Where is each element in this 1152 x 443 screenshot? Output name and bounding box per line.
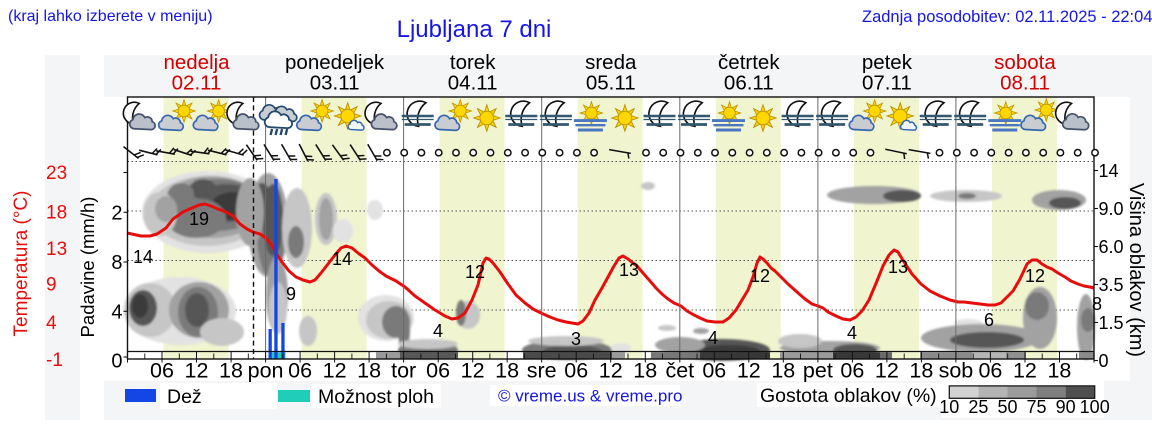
svg-text:07.11: 07.11 xyxy=(862,72,912,95)
svg-text:25: 25 xyxy=(968,397,988,417)
svg-text:18: 18 xyxy=(771,359,795,383)
svg-text:3: 3 xyxy=(571,329,581,349)
svg-text:(kraj lahko izberete v meniju): (kraj lahko izberete v meniju) xyxy=(8,8,213,25)
svg-text:8: 8 xyxy=(111,252,122,274)
svg-text:18: 18 xyxy=(357,359,381,383)
svg-text:90: 90 xyxy=(1056,397,1076,417)
svg-text:Temperatura (°C): Temperatura (°C) xyxy=(11,191,32,337)
svg-text:06: 06 xyxy=(702,359,726,383)
svg-text:19: 19 xyxy=(189,209,209,229)
svg-text:06: 06 xyxy=(288,359,312,383)
svg-text:06: 06 xyxy=(426,359,450,383)
svg-text:14: 14 xyxy=(133,247,153,267)
svg-text:03.11: 03.11 xyxy=(310,72,360,95)
svg-text:torek: torek xyxy=(450,51,496,74)
svg-text:12: 12 xyxy=(185,359,209,383)
svg-text:12: 12 xyxy=(465,262,485,282)
svg-text:6.0: 6.0 xyxy=(1099,237,1124,257)
svg-text:12: 12 xyxy=(323,359,347,383)
svg-text:18: 18 xyxy=(46,203,67,224)
svg-text:18: 18 xyxy=(633,359,657,383)
svg-text:pon: pon xyxy=(248,359,284,383)
svg-text:9.0: 9.0 xyxy=(1099,199,1124,219)
svg-text:čet: čet xyxy=(665,359,694,383)
svg-text:100: 100 xyxy=(1080,397,1110,417)
svg-text:50: 50 xyxy=(997,397,1017,417)
svg-text:tor: tor xyxy=(391,359,416,383)
svg-text:4: 4 xyxy=(111,302,122,324)
svg-text:sob: sob xyxy=(939,359,974,383)
svg-text:13: 13 xyxy=(46,239,67,260)
svg-text:8: 8 xyxy=(1092,294,1102,314)
svg-text:sre: sre xyxy=(527,359,557,383)
svg-text:10: 10 xyxy=(939,397,959,417)
svg-text:06: 06 xyxy=(150,359,174,383)
svg-text:23: 23 xyxy=(46,163,67,184)
svg-text:18: 18 xyxy=(909,359,933,383)
svg-text:12: 12 xyxy=(1013,359,1037,383)
svg-text:18: 18 xyxy=(1047,359,1071,383)
svg-text:0: 0 xyxy=(1099,351,1109,371)
svg-text:12: 12 xyxy=(599,359,623,383)
svg-text:ponedeljek: ponedeljek xyxy=(285,51,385,74)
svg-text:-1: -1 xyxy=(46,350,63,371)
svg-text:0: 0 xyxy=(111,350,122,372)
svg-text:04.11: 04.11 xyxy=(448,72,498,95)
svg-text:4: 4 xyxy=(847,323,857,343)
svg-text:sobota: sobota xyxy=(994,51,1056,74)
svg-text:petek: petek xyxy=(862,51,913,74)
svg-text:14: 14 xyxy=(1099,161,1119,181)
svg-text:9: 9 xyxy=(286,284,296,304)
svg-text:14: 14 xyxy=(332,249,352,269)
svg-text:13: 13 xyxy=(619,260,639,280)
svg-text:08.11: 08.11 xyxy=(1000,72,1050,95)
svg-text:1.5: 1.5 xyxy=(1099,313,1124,333)
svg-text:02.11: 02.11 xyxy=(172,72,222,95)
svg-text:05.11: 05.11 xyxy=(586,72,636,95)
svg-text:12: 12 xyxy=(737,359,761,383)
svg-text:Zadnja posodobitev: 02.11.2025: Zadnja posodobitev: 02.11.2025 - 22:04 xyxy=(862,8,1152,26)
svg-text:06: 06 xyxy=(564,359,588,383)
svg-text:Možnost ploh: Možnost ploh xyxy=(318,386,434,408)
svg-text:12: 12 xyxy=(750,266,770,286)
svg-text:pet: pet xyxy=(803,359,833,383)
svg-text:13: 13 xyxy=(888,257,908,277)
svg-text:4: 4 xyxy=(46,313,57,334)
svg-text:Dež: Dež xyxy=(167,386,202,408)
svg-text:četrtek: četrtek xyxy=(718,51,780,74)
svg-text:18: 18 xyxy=(495,359,519,383)
svg-text:06: 06 xyxy=(978,359,1002,383)
svg-text:Ljubljana 7 dni: Ljubljana 7 dni xyxy=(397,16,552,43)
svg-text:Višina oblakov (km): Višina oblakov (km) xyxy=(1125,183,1147,357)
svg-text:06: 06 xyxy=(840,359,864,383)
svg-text:12: 12 xyxy=(1025,266,1045,286)
svg-text:12: 12 xyxy=(461,359,485,383)
svg-text:Gostota oblakov (%): Gostota oblakov (%) xyxy=(760,385,937,407)
svg-text:nedelja: nedelja xyxy=(163,51,230,74)
svg-text:9: 9 xyxy=(46,275,57,296)
svg-text:sreda: sreda xyxy=(585,51,637,74)
svg-text:© vreme.us & vreme.pro: © vreme.us & vreme.pro xyxy=(498,387,682,406)
svg-text:18: 18 xyxy=(219,359,243,383)
svg-text:Padavine (mm/h): Padavine (mm/h) xyxy=(77,197,98,338)
svg-text:3.5: 3.5 xyxy=(1099,275,1124,295)
svg-text:75: 75 xyxy=(1027,397,1047,417)
svg-text:2: 2 xyxy=(111,203,122,225)
svg-text:4: 4 xyxy=(708,328,718,348)
svg-text:4: 4 xyxy=(433,321,443,341)
svg-text:06.11: 06.11 xyxy=(724,72,774,95)
svg-text:12: 12 xyxy=(875,359,899,383)
svg-text:6: 6 xyxy=(984,310,994,330)
